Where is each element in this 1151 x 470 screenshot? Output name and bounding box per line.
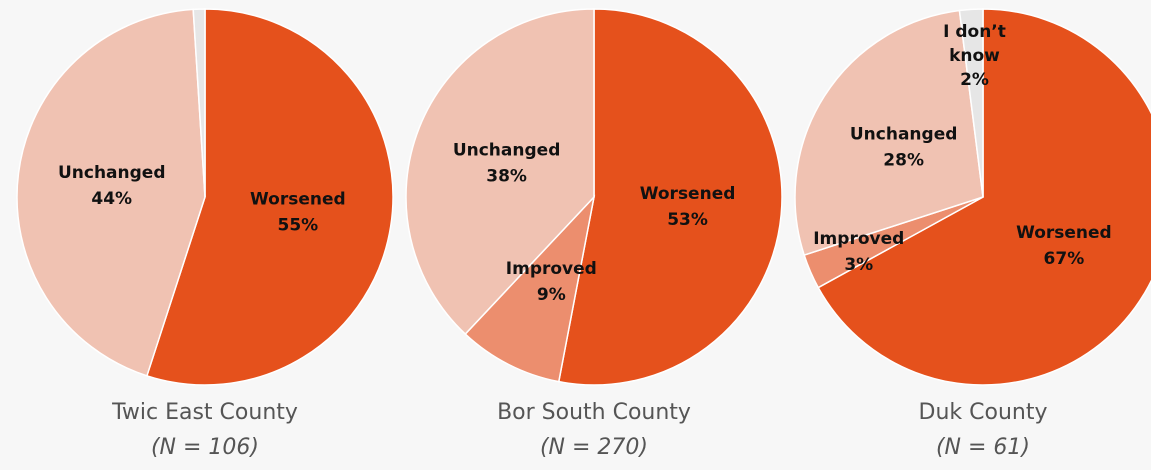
pie: Worsened 67% Improved 3% Unchanged 28% I don’t…: [794, 8, 1151, 460]
slice-label: Improved: [506, 259, 597, 279]
value-label: 9%: [537, 285, 566, 305]
pie-slice: [958, 8, 984, 198]
slice-label: Unchanged: [850, 125, 958, 145]
pie-subtitle: (N = 106): [151, 435, 259, 460]
value-label: 38%: [486, 166, 527, 186]
slice-label: Unchanged: [58, 163, 166, 183]
pie-slice: [145, 8, 394, 386]
slice-label: Worsened: [250, 190, 346, 210]
pie-slice: [794, 9, 984, 257]
slice-label-line: know: [949, 46, 1000, 66]
slice-label: Improved: [813, 229, 904, 249]
slice-label: I don’t know: [943, 22, 1006, 66]
value-label: 28%: [883, 151, 924, 171]
pie-slice: [16, 8, 206, 377]
value-label: 67%: [1044, 249, 1085, 269]
value-label: 2%: [960, 70, 989, 90]
pie: Worsened 53% Improved 9% Unchanged 38% Bor Sou…: [405, 8, 783, 460]
pie-slice: [817, 8, 1151, 386]
pie-slice: [557, 8, 783, 386]
pie-title: Twic East County: [111, 400, 298, 425]
slice-label-line: I don’t: [943, 22, 1006, 42]
pie-slice: [405, 8, 595, 336]
pie-subtitle: (N = 270): [540, 435, 648, 460]
value-label: 53%: [667, 210, 708, 230]
pie-slice: [192, 8, 206, 198]
value-label: 55%: [277, 216, 318, 236]
slice-label: Worsened: [640, 184, 736, 204]
value-label: 44%: [91, 189, 132, 209]
slice-label: Worsened: [1016, 223, 1112, 243]
pie-title: Bor South County: [497, 400, 691, 425]
pie: Worsened 55% Unchanged 44% Twic East County (…: [16, 8, 394, 460]
pie-subtitle: (N = 61): [936, 435, 1030, 460]
slice-label: Unchanged: [453, 140, 561, 160]
value-label: 3%: [844, 255, 873, 275]
pie-title: Duk County: [919, 400, 1048, 425]
pie-slice: [464, 194, 596, 383]
